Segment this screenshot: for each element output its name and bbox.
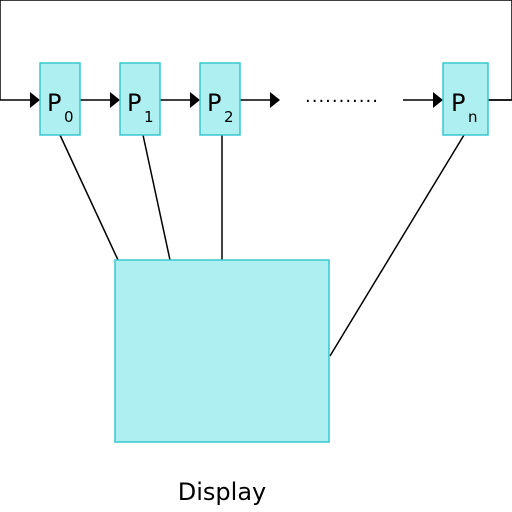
processor-p0-subscript: 0 — [64, 108, 74, 126]
processor-p2-label: P — [207, 89, 221, 117]
arrow-p0-p1-icon — [110, 92, 120, 108]
processor-p1-subscript: 1 — [144, 108, 154, 126]
processor-p1-label: P — [127, 89, 141, 117]
arrow-p2-dots-icon — [270, 92, 280, 108]
link-p0-display — [59, 134, 119, 261]
processor-pn: P n — [442, 62, 489, 136]
processor-p1: P 1 — [119, 62, 161, 136]
arrow-dots-pn-icon — [433, 92, 443, 108]
ellipsis-dots: ........... — [305, 86, 379, 107]
display-box — [114, 259, 330, 443]
display-label: Display — [178, 478, 266, 506]
arrow-p1-p2-icon — [190, 92, 200, 108]
processor-p2: P 2 — [199, 62, 241, 136]
link-p1-display — [142, 134, 171, 261]
processor-p2-subscript: 2 — [224, 108, 234, 126]
processor-p0: P 0 — [39, 62, 81, 136]
link-pn-display — [329, 134, 465, 357]
processor-p0-label: P — [47, 89, 61, 117]
input-arrow-icon — [30, 92, 40, 108]
processor-pn-subscript: n — [468, 108, 478, 126]
processor-pn-label: P — [451, 89, 465, 117]
